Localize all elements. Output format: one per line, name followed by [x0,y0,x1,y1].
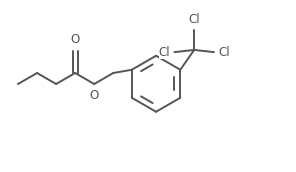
Text: Cl: Cl [188,13,200,26]
Text: Cl: Cl [159,46,170,59]
Text: O: O [70,33,80,46]
Text: O: O [90,89,99,102]
Text: Cl: Cl [218,46,230,59]
